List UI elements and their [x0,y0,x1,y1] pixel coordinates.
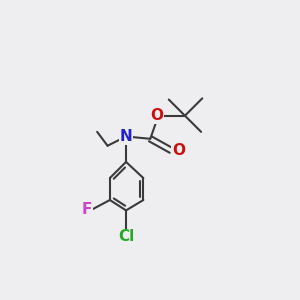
Text: O: O [172,143,185,158]
Text: Cl: Cl [118,230,134,244]
Text: N: N [120,129,132,144]
Text: O: O [151,108,164,123]
Text: F: F [82,202,92,217]
